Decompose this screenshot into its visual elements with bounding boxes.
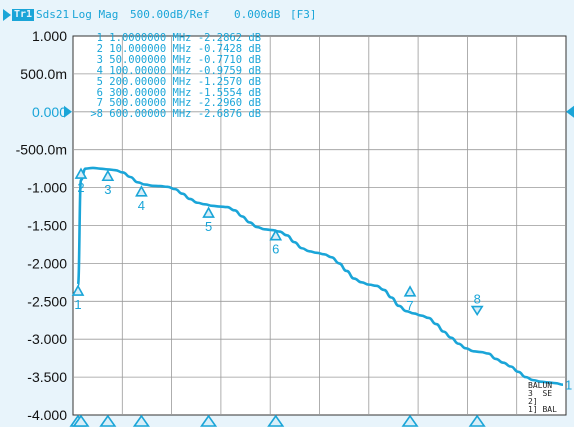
marker-6-axis-indicator-icon	[267, 414, 285, 427]
y-tick-label: -2.500	[27, 293, 67, 309]
y-tick-label: -2.000	[27, 255, 67, 271]
marker-table-row: 4 100.00000 MHz -0.9759 dB	[84, 64, 262, 77]
marker-7-triangle-icon	[403, 285, 417, 297]
marker-table-id: >8	[84, 108, 110, 121]
ref-value-label: 0.000dB	[234, 8, 281, 21]
balun-line: 2]	[528, 397, 538, 406]
marker-table-id: 2	[84, 42, 110, 55]
marker-7-label: 7	[406, 298, 413, 313]
marker-table-id: 5	[84, 75, 110, 88]
marker-4-axis-indicator-icon	[132, 414, 150, 427]
marker-5-triangle-icon	[202, 206, 215, 218]
marker-1-triangle-icon	[71, 284, 85, 296]
marker-6-triangle-icon	[269, 229, 283, 241]
y-tick-label: -500.0m	[16, 142, 67, 158]
marker-table-row: 7 500.00000 MHz -2.2960 dB	[84, 98, 261, 109]
balun-legend: BALUN 3 SE 2] 1] BAL	[528, 382, 557, 414]
marker-table-row: 6 300.00000 MHz -1.5554 dB	[84, 86, 262, 99]
y-tick-label: -1.500	[27, 218, 67, 234]
trace-tag[interactable]: Tr1	[12, 9, 35, 21]
marker-table-freq: 50.000000 MHz	[109, 53, 198, 66]
marker-5-axis-indicator-icon	[200, 414, 218, 427]
marker-table-freq: 100.00000 MHz	[109, 64, 198, 77]
trace-arrow-icon	[3, 9, 11, 21]
balun-line: 1] BAL	[528, 405, 557, 414]
marker-6-label: 6	[272, 242, 279, 257]
marker-table-value: -0.7428 dB	[197, 42, 262, 55]
marker-table-freq: 300.00000 MHz	[109, 86, 198, 99]
marker-table-row: 5 200.00000 MHz -1.2570 dB	[84, 75, 262, 88]
balun-line: BALUN	[528, 381, 553, 390]
marker-table-id: 6	[84, 86, 110, 99]
marker-8-axis-indicator-icon	[468, 414, 486, 427]
flag-label: [F3]	[290, 8, 317, 21]
trace-line	[76, 166, 564, 386]
marker-table-freq: 1.0000000 MHz	[109, 32, 198, 44]
format-label: Log Mag	[72, 8, 119, 21]
marker-table-row: 3 50.000000 MHz -0.7710 dB	[84, 53, 262, 66]
trace-header: Tr1 Sds21 Log Mag 500.00dB/Ref 0.000dB […	[0, 0, 574, 24]
marker-table-value: -2.2960 dB	[197, 97, 262, 110]
marker-table-value: -1.5554 dB	[197, 86, 262, 99]
marker-7-axis-indicator-icon	[401, 414, 419, 427]
marker-table-id: 7	[84, 97, 110, 110]
marker-table-freq: 10.000000 MHz	[109, 42, 198, 55]
marker-8-triangle-icon	[470, 305, 484, 317]
marker-table-value: -2.6876 dB	[197, 108, 262, 121]
marker-table-row: 2 10.000000 MHz -0.7428 dB	[84, 42, 262, 55]
marker-table-freq: 500.00000 MHz	[109, 97, 198, 110]
balun-line: 3 SE	[528, 389, 553, 398]
marker-4-label: 4	[138, 198, 145, 213]
marker-table-id: 3	[84, 53, 110, 66]
marker-table-row: 1 1.0000000 MHz -2.2862 dB	[84, 33, 261, 44]
y-tick-label: 0.000	[32, 104, 67, 120]
marker-2-triangle-icon	[74, 167, 88, 179]
y-tick-label: 500.0m	[20, 66, 67, 82]
scale-label: 500.00dB/Ref	[130, 8, 210, 21]
marker-2-label: 2	[77, 180, 84, 195]
y-tick-label: 1.000	[32, 28, 67, 44]
marker-table-id: 1	[84, 32, 110, 44]
marker-3-label: 3	[104, 182, 111, 197]
marker-table: 1 1.0000000 MHz -2.2862 dB 2 10.000000 M…	[84, 33, 261, 120]
marker-5-label: 5	[205, 219, 212, 234]
marker-3-triangle-icon	[101, 169, 115, 182]
marker-1-label: 1	[74, 297, 81, 312]
marker-table-value: -2.2862 dB	[197, 32, 262, 44]
parameter-label: Sds21	[36, 8, 70, 21]
trace-end-label: 1	[565, 378, 572, 393]
marker-table-row: >8 600.00000 MHz -2.6876 dB	[84, 109, 261, 120]
y-tick-label: -3.500	[27, 369, 67, 385]
marker-4-triangle-icon	[135, 185, 148, 197]
y-tick-label: -3.000	[27, 331, 67, 347]
marker-table-value: -0.9759 dB	[197, 64, 262, 77]
marker-table-value: -0.7710 dB	[197, 53, 262, 66]
y-tick-label: -1.000	[27, 180, 67, 196]
marker-table-id: 4	[84, 64, 110, 77]
y-tick-label: -4.000	[27, 407, 67, 423]
marker-table-freq: 600.00000 MHz	[109, 108, 198, 121]
marker-3-axis-indicator-icon	[99, 414, 117, 427]
ref-right-arrow-icon	[566, 105, 574, 118]
ref-left-arrow-icon	[64, 105, 72, 118]
marker-8-label: 8	[474, 292, 481, 307]
marker-table-value: -1.2570 dB	[197, 75, 262, 88]
marker-2-axis-indicator-icon	[72, 414, 90, 427]
marker-table-freq: 200.00000 MHz	[109, 75, 198, 88]
